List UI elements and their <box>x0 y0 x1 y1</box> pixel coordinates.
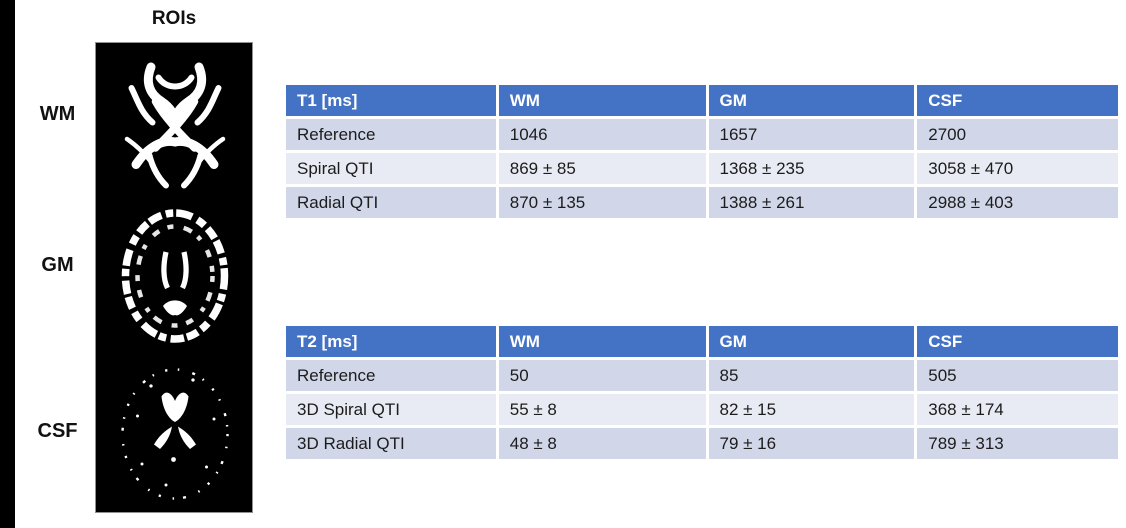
column-header-cell: WM <box>498 326 706 357</box>
table-row: Radial QTI 870 ± 135 1388 ± 261 2988 ± 403 <box>286 187 1118 218</box>
t2-table-container: T2 [ms] WM GM CSF Reference 50 85 505 3D Spiral… <box>283 323 1121 462</box>
value-cell: 505 <box>917 360 1118 391</box>
column-header-cell: CSF <box>917 85 1118 116</box>
left-edge-bar <box>0 0 15 528</box>
table-title-cell: T1 [ms] <box>286 85 496 116</box>
value-cell: 1368 ± 235 <box>708 153 915 184</box>
value-cell: 869 ± 85 <box>498 153 706 184</box>
table-row: Reference 1046 1657 2700 <box>286 119 1118 150</box>
value-cell: 82 ± 15 <box>708 394 915 425</box>
column-header-cell: WM <box>498 85 706 116</box>
column-header-cell: GM <box>708 326 915 357</box>
value-cell: 368 ± 174 <box>917 394 1118 425</box>
csf-mask-image <box>121 368 229 500</box>
row-label-cell: 3D Spiral QTI <box>286 394 496 425</box>
table-row: 3D Spiral QTI 55 ± 8 82 ± 15 368 ± 174 <box>286 394 1118 425</box>
value-cell: 1657 <box>708 119 915 150</box>
table-row: Reference 50 85 505 <box>286 360 1118 391</box>
value-cell: 2988 ± 403 <box>917 187 1118 218</box>
t1-header-row: T1 [ms] WM GM CSF <box>286 85 1118 116</box>
row-label-cell: Radial QTI <box>286 187 496 218</box>
table-row: 3D Radial QTI 48 ± 8 79 ± 16 789 ± 313 <box>286 428 1118 459</box>
value-cell: 48 ± 8 <box>498 428 706 459</box>
column-header-cell: CSF <box>917 326 1118 357</box>
t1-table-body: Reference 1046 1657 2700 Spiral QTI 869 ± 85 1… <box>286 119 1118 218</box>
value-cell: 1046 <box>498 119 706 150</box>
row-label-cell: Reference <box>286 119 496 150</box>
t2-table: T2 [ms] WM GM CSF Reference 50 85 505 3D Spiral… <box>283 323 1121 462</box>
gm-mask-image <box>121 209 229 343</box>
roi-label-wm: WM <box>39 103 76 125</box>
value-cell: 1388 ± 261 <box>708 187 915 218</box>
table-row: Spiral QTI 869 ± 85 1368 ± 235 3058 ± 470 <box>286 153 1118 184</box>
roi-label-csf: CSF <box>37 420 78 442</box>
t1-table-container: T1 [ms] WM GM CSF Reference 1046 1657 2700 Spir… <box>283 82 1121 221</box>
value-cell: 50 <box>498 360 706 391</box>
value-cell: 2700 <box>917 119 1118 150</box>
roi-mask-panel <box>95 42 253 513</box>
row-label-cell: 3D Radial QTI <box>286 428 496 459</box>
value-cell: 85 <box>708 360 915 391</box>
t1-table: T1 [ms] WM GM CSF Reference 1046 1657 2700 Spir… <box>283 82 1121 221</box>
column-header-cell: GM <box>708 85 915 116</box>
row-label-cell: Reference <box>286 360 496 391</box>
t2-header-row: T2 [ms] WM GM CSF <box>286 326 1118 357</box>
wm-mask-image <box>124 62 226 189</box>
value-cell: 870 ± 135 <box>498 187 706 218</box>
value-cell: 789 ± 313 <box>917 428 1118 459</box>
roi-label-gm: GM <box>41 254 74 276</box>
t2-table-body: Reference 50 85 505 3D Spiral QTI 55 ± 8 82 ± … <box>286 360 1118 459</box>
value-cell: 55 ± 8 <box>498 394 706 425</box>
table-title-cell: T2 [ms] <box>286 326 496 357</box>
value-cell: 3058 ± 470 <box>917 153 1118 184</box>
row-label-cell: Spiral QTI <box>286 153 496 184</box>
value-cell: 79 ± 16 <box>708 428 915 459</box>
roi-panel-title: ROIs <box>151 8 197 29</box>
